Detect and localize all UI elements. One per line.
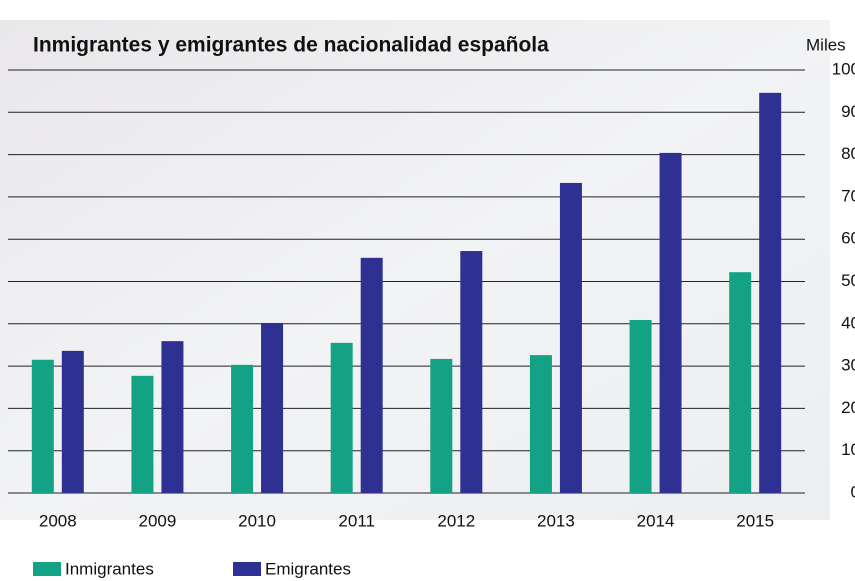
legend-label: Emigrantes <box>265 559 351 578</box>
bar <box>360 257 383 493</box>
legend-swatch <box>33 562 61 576</box>
legend-label: Inmigrantes <box>65 559 154 578</box>
y-tick-label: 80 <box>841 144 855 163</box>
chart-title: Inmigrantes y emigrantes de nacionalidad… <box>33 34 549 57</box>
bar <box>629 319 652 493</box>
bar <box>759 92 782 493</box>
bar <box>559 182 582 494</box>
photo-background <box>0 20 830 520</box>
bar <box>529 355 552 493</box>
bar <box>729 272 752 493</box>
y-tick-label: 50 <box>841 271 855 290</box>
y-tick-label: 40 <box>841 313 855 332</box>
y-tick-label: 100 <box>832 59 855 78</box>
bar <box>61 350 84 493</box>
bar <box>430 358 453 493</box>
bar <box>261 322 284 493</box>
y-unit: Miles <box>806 35 846 54</box>
y-tick-label: 10 <box>841 440 855 459</box>
bar <box>161 341 184 493</box>
y-tick-label: 30 <box>841 356 855 375</box>
x-tick-label: 2013 <box>537 511 575 530</box>
x-tick-label: 2008 <box>39 511 77 530</box>
x-tick-label: 2015 <box>736 511 774 530</box>
x-tick-label: 2010 <box>238 511 276 530</box>
y-tick-label: 90 <box>841 102 855 121</box>
y-tick-label: 70 <box>841 186 855 205</box>
legend-swatch <box>233 562 261 576</box>
y-tick-label: 20 <box>841 398 855 417</box>
bar <box>131 375 154 493</box>
bar <box>460 251 483 493</box>
bar <box>231 364 254 493</box>
x-tick-label: 2011 <box>338 511 375 530</box>
bar <box>330 342 353 493</box>
bar <box>659 152 682 493</box>
y-tick-label: 60 <box>841 229 855 248</box>
y-tick-label: 0 <box>851 482 855 501</box>
x-tick-label: 2014 <box>637 511 675 530</box>
x-tick-label: 2012 <box>437 511 475 530</box>
bar <box>31 359 54 493</box>
x-tick-label: 2009 <box>139 511 177 530</box>
